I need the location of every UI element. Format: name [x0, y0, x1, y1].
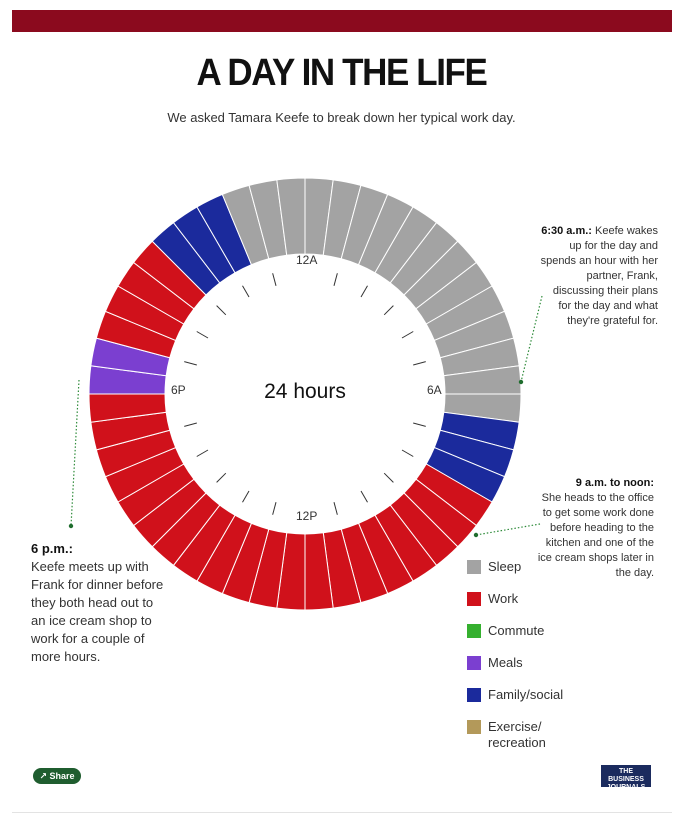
legend-swatch — [467, 624, 481, 638]
annotation-wake-line: discussing their plans — [552, 285, 658, 297]
legend-label: Meals — [488, 655, 523, 670]
annotation-dinner: 6 p.m.: Keefe meets up with Frank for di… — [31, 540, 191, 666]
annotation-dinner-time: 6 p.m.: — [31, 541, 73, 556]
annotation-office: 9 a.m. to noon: She heads to the office … — [494, 476, 654, 581]
legend-swatch — [467, 560, 481, 574]
share-button[interactable]: ↗ Share — [33, 768, 81, 784]
hour-label-12p: 12P — [296, 509, 318, 523]
annotation-dinner-line: Frank for dinner before — [31, 577, 164, 592]
annotation-office-line: the day. — [615, 567, 654, 579]
legend-swatch — [467, 656, 481, 670]
hour-tick — [401, 449, 414, 457]
share-label: Share — [49, 771, 75, 781]
legend-label: Commute — [488, 623, 545, 638]
page-title: A DAY IN THE LIFE — [196, 52, 488, 94]
hour-tick — [360, 285, 368, 298]
hour-label-6a: 6A — [427, 383, 442, 397]
annotation-wake-line: Keefe wakes — [595, 225, 658, 237]
hour-tick — [333, 502, 338, 515]
hour-tick — [272, 502, 277, 515]
hour-label-6p: 6P — [171, 383, 186, 397]
wheel-segment-sleep — [276, 177, 306, 256]
hour-tick — [242, 285, 250, 298]
hour-tick — [272, 273, 277, 286]
legend-swatch — [467, 688, 481, 702]
legend-swatch — [467, 592, 481, 606]
hour-tick — [196, 331, 209, 339]
legend-label: Work — [488, 591, 519, 606]
legend-label: Family/social — [488, 687, 564, 702]
leader-office-dot — [473, 532, 479, 538]
leader-dinner — [70, 379, 80, 527]
hour-tick — [196, 449, 209, 457]
legend-swatch — [467, 720, 481, 734]
center-label: 24 hours — [264, 380, 346, 403]
hour-tick — [242, 490, 250, 503]
annotation-wake-line: up for the day and — [569, 240, 658, 252]
hour-tick — [184, 422, 197, 427]
annotation-dinner-line: Keefe meets up with — [31, 559, 149, 574]
annotation-office-line: before heading to the — [550, 522, 654, 534]
annotation-dinner-line: an ice cream shop to — [31, 613, 152, 628]
top-banner-bar — [12, 10, 672, 32]
annotation-dinner-line: they both head out to — [31, 595, 154, 610]
hour-tick — [333, 273, 338, 286]
share-icon: ↗ — [39, 771, 47, 781]
hour-tick — [401, 331, 414, 339]
annotation-wake-time: 6:30 a.m.: — [541, 225, 592, 237]
leader-dinner-dot — [68, 523, 74, 529]
annotation-wake-line: spends an hour with her — [540, 255, 658, 267]
leader-wake — [520, 295, 543, 383]
legend-label: Sleep — [488, 559, 522, 574]
hour-tick — [413, 361, 426, 366]
bottom-divider — [12, 812, 672, 813]
annotation-wake-line: partner, Frank, — [586, 270, 658, 282]
annotation-office-line: to get some work done — [542, 507, 654, 519]
annotation-office-line: ice cream shops later in — [537, 552, 654, 564]
hour-tick — [360, 490, 368, 503]
hour-tick — [383, 305, 394, 316]
hour-tick — [383, 472, 394, 483]
hour-tick — [216, 305, 227, 316]
annotation-office-line: She heads to the office — [541, 492, 654, 504]
hour-tick — [413, 422, 426, 427]
annotation-wake: 6:30 a.m.: Keefe wakes up for the day an… — [478, 224, 658, 329]
annotation-office-line: kitchen and one of the — [545, 537, 654, 549]
business-journals-logo: THE BUSINESS JOURNALS — [601, 765, 651, 791]
leader-office — [475, 523, 541, 536]
annotation-dinner-line: work for a couple of — [31, 631, 145, 646]
leader-wake-dot — [518, 379, 524, 385]
hour-tick — [184, 361, 197, 366]
annotation-office-time: 9 a.m. to noon: — [575, 477, 654, 489]
annotation-dinner-line: more hours. — [31, 649, 101, 664]
hour-tick — [216, 472, 227, 483]
page-subtitle: We asked Tamara Keefe to break down her … — [167, 110, 516, 125]
annotation-wake-line: for the day and what — [558, 300, 658, 312]
legend-label: Exercise/ recreation — [488, 719, 546, 750]
hour-label-12a: 12A — [296, 253, 318, 267]
annotation-wake-line: they're grateful for. — [567, 315, 658, 327]
